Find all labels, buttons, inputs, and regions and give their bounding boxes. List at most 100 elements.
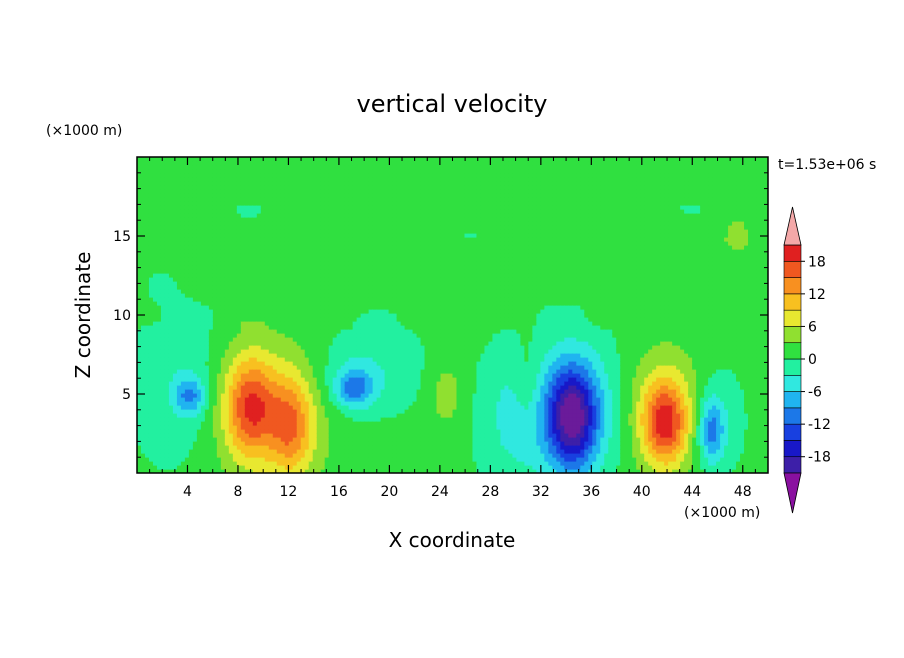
field-cell xyxy=(328,425,334,430)
field-cell xyxy=(256,193,262,198)
field-cell xyxy=(184,245,190,250)
field-cell xyxy=(172,449,178,454)
field-cell xyxy=(184,457,190,462)
field-cell xyxy=(384,165,390,170)
field-cell xyxy=(140,445,146,450)
field-cell xyxy=(304,321,310,326)
field-cell xyxy=(272,237,278,242)
field-cell xyxy=(220,269,226,274)
field-cell xyxy=(244,281,250,286)
field-cell xyxy=(216,241,222,246)
field-cell xyxy=(276,349,282,354)
field-cell xyxy=(324,309,330,314)
field-cell xyxy=(216,273,222,278)
field-cell xyxy=(152,321,158,326)
field-cell xyxy=(324,181,330,186)
field-cell xyxy=(384,401,390,406)
field-cell xyxy=(208,357,214,362)
field-cell xyxy=(180,237,186,242)
field-cell xyxy=(284,441,290,446)
field-cell xyxy=(344,325,350,330)
field-cell xyxy=(137,429,142,434)
field-cell xyxy=(216,193,222,198)
field-cell xyxy=(276,245,282,250)
field-cell xyxy=(304,257,310,262)
field-cell xyxy=(192,433,198,438)
field-cell xyxy=(340,289,346,294)
field-cell xyxy=(380,325,386,330)
field-cell xyxy=(228,337,234,342)
field-cell xyxy=(260,173,266,178)
field-cell xyxy=(200,289,206,294)
field-cell xyxy=(284,213,290,218)
field-cell xyxy=(164,429,170,434)
field-cell xyxy=(148,285,154,290)
field-cell xyxy=(300,365,306,370)
field-cell xyxy=(344,213,350,218)
field-cell xyxy=(324,337,330,342)
field-cell xyxy=(180,165,186,170)
field-cell xyxy=(156,273,162,278)
field-cell xyxy=(368,449,374,454)
field-cell xyxy=(300,417,306,422)
field-cell xyxy=(240,373,246,378)
field-cell xyxy=(320,161,326,166)
field-cell xyxy=(260,225,266,230)
field-cell xyxy=(384,405,390,410)
field-cell xyxy=(348,277,354,282)
field-cell xyxy=(300,389,306,394)
field-cell xyxy=(368,469,374,473)
field-cell xyxy=(300,245,306,250)
field-cell xyxy=(364,265,370,270)
field-cell xyxy=(148,289,154,294)
field-cell xyxy=(352,469,358,473)
field-cell xyxy=(140,225,146,230)
field-cell xyxy=(260,221,266,226)
field-cell xyxy=(336,241,342,246)
field-cell xyxy=(360,229,366,234)
field-cell xyxy=(228,209,234,214)
field-cell xyxy=(144,241,150,246)
field-cell xyxy=(264,453,270,458)
field-cell xyxy=(368,417,374,422)
field-cell xyxy=(204,269,210,274)
field-cell xyxy=(188,173,194,178)
field-cell xyxy=(260,249,266,254)
field-cell xyxy=(284,393,290,398)
field-cell xyxy=(220,329,226,334)
field-cell xyxy=(336,325,342,330)
field-cell xyxy=(212,425,218,430)
field-cell xyxy=(384,285,390,290)
field-cell xyxy=(176,317,182,322)
field-cell xyxy=(276,165,282,170)
field-cell xyxy=(156,433,162,438)
field-cell xyxy=(328,313,334,318)
field-cell xyxy=(148,337,154,342)
field-cell xyxy=(356,365,362,370)
field-cell xyxy=(388,417,394,422)
field-cell xyxy=(332,165,338,170)
field-cell xyxy=(224,357,230,362)
field-cell xyxy=(288,469,294,473)
field-cell xyxy=(256,469,262,473)
field-cell xyxy=(336,193,342,198)
field-cell xyxy=(216,233,222,238)
field-cell xyxy=(372,433,378,438)
field-cell xyxy=(224,457,230,462)
field-cell xyxy=(176,353,182,358)
field-cell xyxy=(276,221,282,226)
field-cell xyxy=(224,285,230,290)
field-cell xyxy=(324,161,330,166)
field-cell xyxy=(164,285,170,290)
field-cell xyxy=(320,333,326,338)
field-cell xyxy=(232,397,238,402)
field-cell xyxy=(284,273,290,278)
field-cell xyxy=(176,265,182,270)
field-cell xyxy=(184,397,190,402)
field-cell xyxy=(384,385,390,390)
field-cell xyxy=(340,193,346,198)
field-cell xyxy=(180,213,186,218)
field-cell xyxy=(288,181,294,186)
field-cell xyxy=(204,233,210,238)
field-cell xyxy=(360,429,366,434)
